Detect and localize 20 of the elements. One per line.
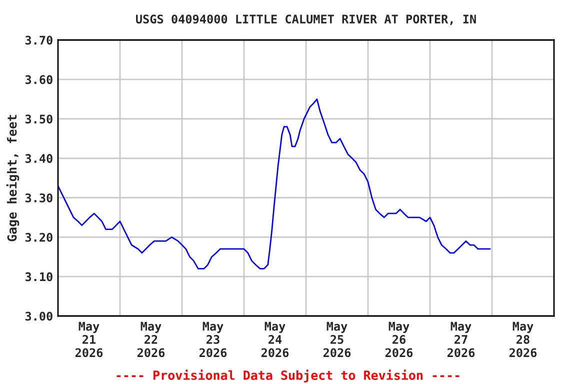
x-tick-label: May 21 2026 — [75, 322, 103, 358]
x-tick-label: May 26 2026 — [385, 322, 413, 358]
x-tick-label: May 24 2026 — [261, 322, 289, 358]
y-tick-label: 3.40 — [25, 154, 52, 163]
x-tick-label: May 22 2026 — [137, 322, 165, 358]
y-tick-label: 3.50 — [25, 114, 52, 124]
chart-title: USGS 04094000 LITTLE CALUMET RIVER AT PORTER, IN — [136, 14, 476, 25]
y-axis-title: Gage height, feet — [6, 115, 20, 242]
y-tick-label: 3.00 — [25, 312, 52, 321]
y-tick-label: 3.20 — [25, 232, 52, 242]
x-tick-label: May 25 2026 — [323, 322, 351, 358]
text: ---- Provisional Data Subject to Revision ---- — [116, 370, 460, 382]
y-tick-label: 3.60 — [25, 75, 52, 84]
y-tick-label: 3.70 — [25, 36, 52, 45]
y-tick-label: 3.30 — [25, 193, 52, 202]
x-tick-label: May 23 2026 — [199, 322, 227, 358]
y-tick-label: 3.10 — [25, 272, 52, 282]
line-series — [58, 98, 491, 270]
x-tick-label: May 28 2026 — [509, 322, 537, 358]
x-tick-label: May 27 2026 — [447, 322, 475, 358]
